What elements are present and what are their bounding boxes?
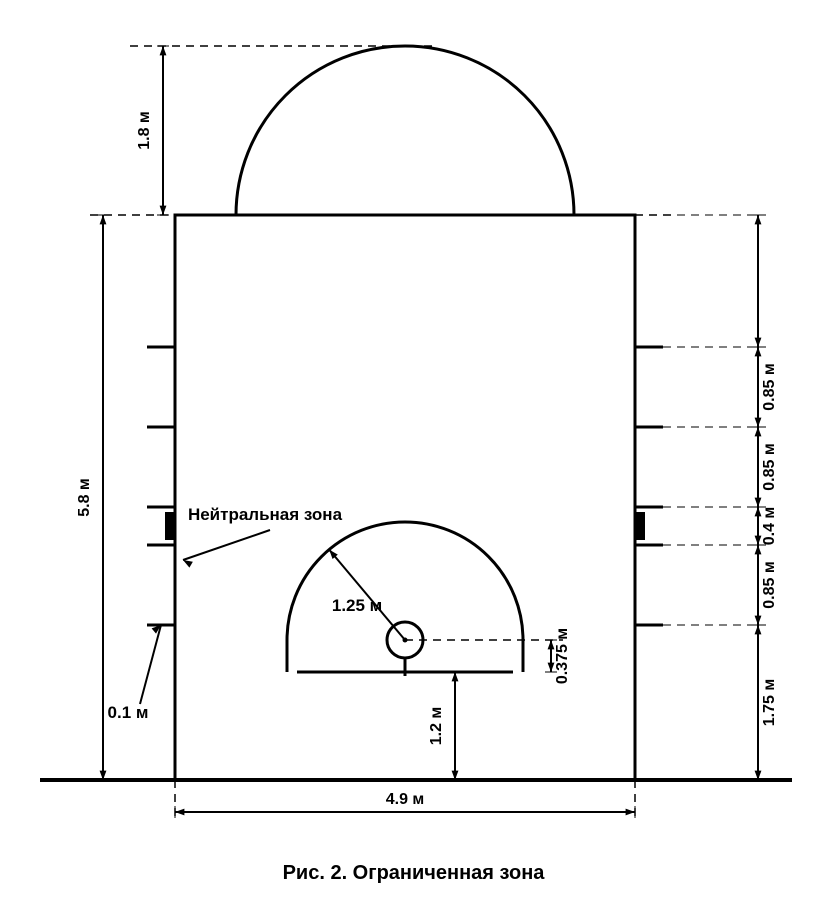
svg-text:1.25 м: 1.25 м (332, 596, 382, 615)
svg-text:1.75 м: 1.75 м (761, 679, 778, 726)
figure-caption: Рис. 2. Ограниченная зона (0, 862, 827, 885)
diagram-container: 1.8 м 5.8 м 4.9 м 1.25 м 0.375 м 1.2 м 0.85 м 0… (0, 0, 827, 897)
svg-text:0.1 м: 0.1 м (108, 703, 149, 722)
diagram-svg: 1.8 м 5.8 м 4.9 м 1.25 м 0.375 м 1.2 м 0.85 м 0… (0, 0, 827, 897)
svg-text:1.2 м: 1.2 м (428, 707, 445, 746)
svg-text:4.9 м: 4.9 м (386, 791, 425, 808)
svg-text:5.8 м: 5.8 м (76, 478, 93, 517)
svg-text:0.85 м: 0.85 м (761, 363, 778, 410)
svg-text:Нейтральная зона: Нейтральная зона (188, 505, 343, 524)
svg-text:0.85 м: 0.85 м (761, 561, 778, 608)
svg-text:0.85 м: 0.85 м (761, 443, 778, 490)
svg-text:0.4 м: 0.4 м (761, 507, 778, 546)
svg-text:1.8 м: 1.8 м (136, 111, 153, 150)
svg-text:0.375 м: 0.375 м (554, 628, 571, 684)
